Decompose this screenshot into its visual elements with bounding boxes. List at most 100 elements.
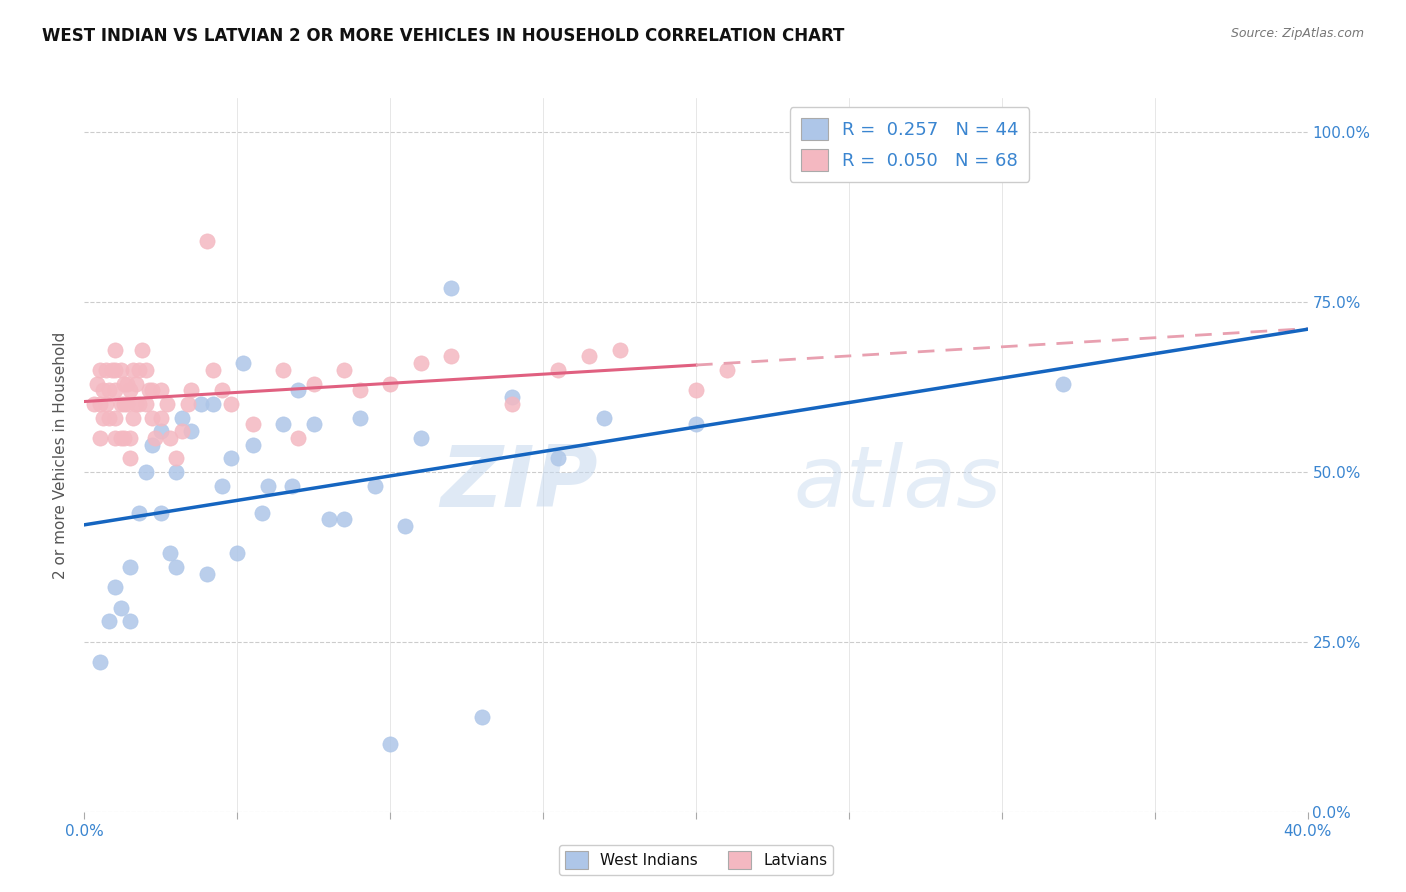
Point [609, 343, 631, 357]
Point [149, 410, 172, 425]
Point [156, 397, 179, 411]
Point [112, 431, 135, 445]
Point [122, 410, 145, 425]
Point [120, 431, 142, 445]
Point [128, 397, 150, 411]
Point [287, 431, 309, 445]
Y-axis label: 2 or more Vehicles in Household: 2 or more Vehicles in Household [53, 331, 69, 579]
Point [112, 376, 135, 391]
Point [380, 376, 402, 391]
Text: WEST INDIAN VS LATVIAN 2 OR MORE VEHICLES IN HOUSEHOLD CORRELATION CHART: WEST INDIAN VS LATVIAN 2 OR MORE VEHICLE… [42, 27, 845, 45]
Point [177, 397, 200, 411]
Point [104, 363, 127, 377]
Text: ZIP: ZIP [440, 442, 598, 525]
Point [110, 363, 132, 377]
Point [195, 234, 218, 248]
Point [364, 478, 387, 492]
Point [440, 350, 463, 364]
Point [190, 397, 212, 411]
Point [219, 451, 242, 466]
Point [226, 546, 249, 560]
Point [97, 615, 120, 629]
Point [89, 397, 111, 411]
Point [128, 506, 150, 520]
Point [141, 410, 163, 425]
Point [271, 417, 294, 432]
Point [302, 376, 325, 391]
Point [135, 465, 157, 479]
Point [131, 343, 153, 357]
Point [97, 410, 120, 425]
Point [219, 397, 242, 411]
Point [112, 397, 135, 411]
Point [440, 281, 463, 295]
Point [165, 451, 187, 466]
Point [685, 384, 707, 398]
Point [83, 397, 105, 411]
Point [86, 376, 108, 391]
Point [349, 410, 371, 425]
Point [138, 384, 160, 398]
Point [104, 410, 127, 425]
Point [716, 363, 738, 377]
Point [242, 417, 264, 432]
Point [165, 465, 187, 479]
Point [135, 397, 157, 411]
Point [97, 384, 120, 398]
Point [120, 560, 142, 574]
Point [593, 410, 616, 425]
Point [409, 356, 432, 370]
Point [91, 384, 114, 398]
Point [149, 506, 172, 520]
Point [120, 615, 142, 629]
Point [302, 417, 325, 432]
Point [685, 417, 707, 432]
Point [318, 512, 340, 526]
Point [250, 506, 273, 520]
Point [89, 431, 111, 445]
Point [89, 363, 111, 377]
Point [110, 600, 132, 615]
Text: atlas: atlas [794, 442, 1002, 525]
Point [257, 478, 280, 492]
Point [195, 566, 218, 581]
Point [502, 397, 524, 411]
Point [201, 363, 224, 377]
Point [125, 397, 148, 411]
Point [94, 363, 117, 377]
Point [141, 384, 163, 398]
Point [122, 363, 145, 377]
Point [349, 384, 371, 398]
Point [242, 438, 264, 452]
Point [547, 451, 569, 466]
Point [159, 546, 181, 560]
Point [232, 356, 254, 370]
Text: Source: ZipAtlas.com: Source: ZipAtlas.com [1230, 27, 1364, 40]
Point [120, 451, 142, 466]
Point [104, 343, 127, 357]
Point [180, 424, 202, 438]
Point [471, 709, 494, 723]
Point [281, 478, 304, 492]
Point [578, 350, 600, 364]
Point [380, 737, 402, 751]
Point [141, 438, 163, 452]
Point [104, 384, 127, 398]
Point [104, 431, 127, 445]
Point [110, 397, 132, 411]
Point [1052, 376, 1074, 391]
Point [165, 560, 187, 574]
Point [502, 390, 524, 404]
Point [91, 410, 114, 425]
Point [115, 376, 138, 391]
Point [104, 581, 127, 595]
Point [333, 363, 356, 377]
Point [135, 363, 157, 377]
Point [149, 384, 172, 398]
Point [94, 397, 117, 411]
Point [287, 384, 309, 398]
Point [211, 384, 233, 398]
Point [115, 397, 138, 411]
Point [101, 363, 124, 377]
Point [128, 363, 150, 377]
